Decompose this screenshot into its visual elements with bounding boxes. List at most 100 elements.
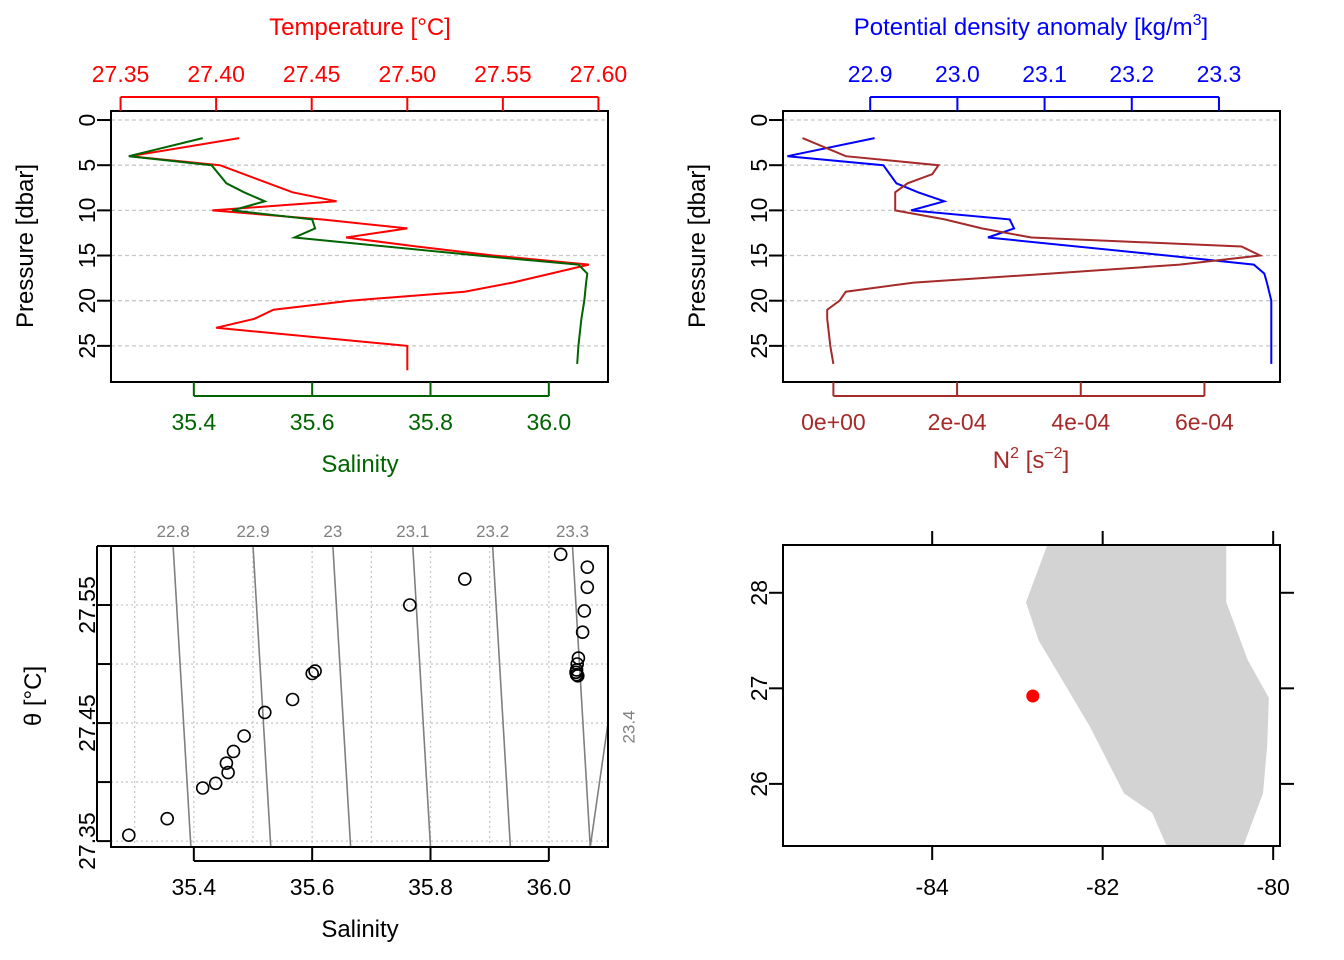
ts-point bbox=[575, 625, 590, 640]
isopycnal-label: 22.8 bbox=[157, 522, 190, 541]
longitude-tick-label: -84 bbox=[916, 874, 949, 900]
isopycnal-line bbox=[332, 545, 352, 848]
isopycnal-line bbox=[491, 545, 512, 848]
isopycnal-label: 23.3 bbox=[556, 522, 589, 541]
n2-tick-label: 0e+00 bbox=[801, 409, 866, 435]
theta-tick-label: 27.55 bbox=[74, 576, 100, 634]
axes: 0 5 10 15 20 25 22.9 23.0 23.1 23.2 23.3 0e+00 2e-04… bbox=[746, 61, 1241, 435]
temperature-line bbox=[129, 137, 590, 371]
isopycnal-label: 23 bbox=[323, 522, 342, 541]
pressure-tick-label: 25 bbox=[74, 333, 100, 359]
map-frame bbox=[782, 544, 1281, 847]
isopycnal-label: 23.2 bbox=[476, 522, 509, 541]
ts-point bbox=[308, 664, 322, 678]
pressure-tick-label: 5 bbox=[746, 159, 772, 172]
ts-diagram-panel: 22.8 22.9 23 23.1 23.2 23.323.4 35.4 35.6 35.8 3… bbox=[20, 522, 639, 943]
salinity-tick-label: 35.8 bbox=[408, 409, 453, 435]
density-tick-label: 23.2 bbox=[1109, 61, 1154, 87]
density-tick-label: 23.3 bbox=[1197, 61, 1242, 87]
pressure-gridlines bbox=[783, 119, 1280, 347]
land-polygon bbox=[1026, 545, 1269, 846]
density-n2-panel: 0 5 10 15 20 25 22.9 23.0 23.1 23.2 23.3 0e+00 2e-04… bbox=[684, 12, 1281, 474]
latitude-tick-label: 27 bbox=[746, 676, 772, 702]
n2-line bbox=[802, 137, 1264, 365]
density-line bbox=[787, 137, 1273, 364]
temperature-tick-label: 27.60 bbox=[570, 61, 628, 87]
isopycnal-label: 22.9 bbox=[236, 522, 269, 541]
salinity-axis-title: Salinity bbox=[321, 451, 398, 478]
temperature-tick-label: 27.35 bbox=[92, 61, 150, 87]
salinity-tick-label: 36.0 bbox=[526, 409, 571, 435]
isopycnal-label: 23.1 bbox=[396, 522, 429, 541]
ts-point bbox=[580, 560, 595, 575]
temperature-tick-label: 27.45 bbox=[283, 61, 341, 87]
density-axis-title: Potential density anomaly [kg/m3] bbox=[854, 12, 1208, 41]
pressure-tick-label: 10 bbox=[74, 198, 100, 224]
theta-axis-title: θ [°C] bbox=[20, 666, 47, 726]
ts-point bbox=[219, 756, 234, 771]
axes: -84 -82 -80 26 27 28 bbox=[746, 531, 1294, 900]
salinity-tick-label: 35.6 bbox=[290, 874, 335, 900]
pressure-tick-label: 20 bbox=[74, 288, 100, 314]
density-tick-label: 23.1 bbox=[1022, 61, 1067, 87]
pressure-tick-label: 5 bbox=[74, 159, 100, 172]
n2-tick-label: 4e-04 bbox=[1051, 409, 1110, 435]
dotted-grid bbox=[111, 545, 608, 847]
pressure-tick-label: 10 bbox=[746, 198, 772, 224]
salinity-line bbox=[128, 137, 589, 364]
ts-point bbox=[569, 667, 584, 682]
land-area bbox=[1026, 545, 1269, 846]
ts-point bbox=[553, 547, 568, 562]
isopycnal-line bbox=[172, 545, 192, 848]
longitude-tick-label: -82 bbox=[1086, 874, 1119, 900]
ts-point bbox=[122, 828, 136, 843]
pressure-tick-label: 15 bbox=[74, 243, 100, 269]
salinity-tick-label: 35.6 bbox=[290, 409, 335, 435]
salinity-tick-label: 35.8 bbox=[408, 874, 453, 900]
isopycnal-lines: 22.8 22.9 23 23.1 23.2 23.3 23.4 bbox=[157, 522, 639, 848]
ts-point bbox=[237, 729, 251, 743]
ts-point bbox=[577, 604, 592, 618]
profile-lines bbox=[128, 137, 590, 371]
plot-frame bbox=[110, 545, 609, 848]
n2-axis-title: N2 [s−2] bbox=[993, 445, 1070, 474]
temperature-salinity-panel: 0 5 10 15 20 25 27.35 27.40 27.45 27.50 27.55 27.60… bbox=[12, 14, 627, 478]
axes: 0 5 10 15 20 25 27.35 27.40 27.45 27.50 27.55 27.60… bbox=[74, 61, 627, 435]
ts-points bbox=[122, 547, 595, 843]
pressure-axis-title: Pressure [dbar] bbox=[684, 164, 711, 328]
isopycnal-line bbox=[252, 545, 272, 848]
density-tick-label: 23.0 bbox=[935, 61, 980, 87]
n2-tick-label: 6e-04 bbox=[1175, 409, 1234, 435]
ts-point bbox=[208, 776, 223, 791]
latitude-tick-label: 28 bbox=[746, 580, 772, 606]
pressure-tick-label: 20 bbox=[746, 288, 772, 314]
salinity-tick-label: 35.4 bbox=[171, 874, 216, 900]
plot-frame bbox=[110, 110, 609, 383]
salinity-axis-title: Salinity bbox=[321, 916, 398, 943]
ts-point bbox=[285, 692, 300, 707]
theta-tick-label: 27.45 bbox=[74, 694, 100, 752]
isopycnal-line bbox=[571, 545, 592, 848]
station-map-panel: -84 -82 -80 26 27 28 bbox=[746, 531, 1294, 900]
station-marker bbox=[1026, 689, 1040, 703]
temperature-axis-title: Temperature [°C] bbox=[269, 14, 451, 41]
isopycnal-line bbox=[589, 722, 609, 848]
longitude-tick-label: -80 bbox=[1257, 874, 1290, 900]
density-tick-label: 22.9 bbox=[848, 61, 893, 87]
ts-point bbox=[402, 598, 417, 612]
ts-point bbox=[257, 705, 272, 720]
temperature-tick-label: 27.40 bbox=[187, 61, 245, 87]
theta-tick-label: 27.35 bbox=[74, 812, 100, 870]
ts-point bbox=[226, 744, 241, 759]
ts-point bbox=[160, 811, 174, 826]
salinity-tick-label: 36.0 bbox=[526, 874, 571, 900]
ts-point bbox=[457, 572, 472, 586]
ts-point bbox=[570, 668, 585, 683]
pressure-tick-label: 0 bbox=[746, 114, 772, 127]
temperature-tick-label: 27.55 bbox=[474, 61, 532, 87]
pressure-tick-label: 25 bbox=[746, 333, 772, 359]
pressure-axis-title: Pressure [dbar] bbox=[12, 164, 39, 328]
isopycnal-line bbox=[411, 545, 432, 848]
profile-lines bbox=[787, 137, 1273, 365]
